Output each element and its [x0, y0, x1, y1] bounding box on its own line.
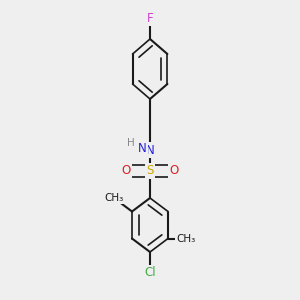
Text: H: H	[127, 138, 134, 148]
Text: S: S	[146, 164, 154, 178]
Text: Cl: Cl	[144, 266, 156, 280]
Text: N: N	[146, 143, 154, 157]
Text: CH₃: CH₃	[176, 233, 196, 244]
Text: F: F	[147, 11, 153, 25]
Text: CH₃: CH₃	[104, 193, 124, 203]
Text: O: O	[169, 164, 178, 178]
Text: N: N	[138, 142, 147, 155]
Text: O: O	[122, 164, 130, 178]
